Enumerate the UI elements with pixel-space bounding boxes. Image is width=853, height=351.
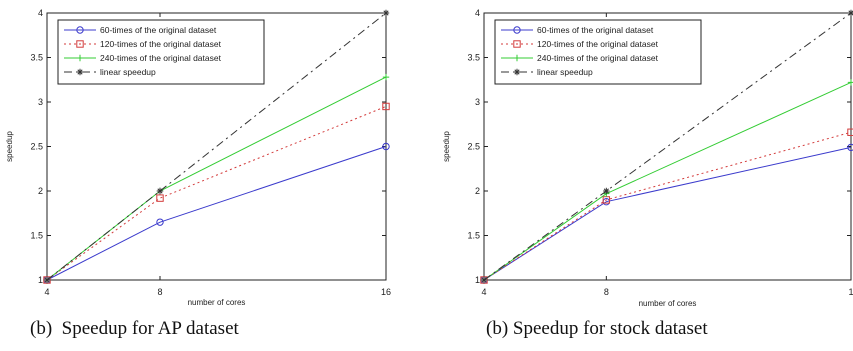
- legend-label: 120-times of the original dataset: [100, 39, 222, 49]
- caption-ap: (b) Speedup for AP dataset: [30, 318, 239, 339]
- legend-marker: [513, 40, 521, 48]
- legend-marker: [76, 68, 84, 76]
- legend-marker: [513, 68, 521, 76]
- y-tick-label: 3: [475, 97, 480, 107]
- x-axis-label: number of cores: [639, 299, 697, 308]
- legend-label: 240-times of the original dataset: [537, 53, 659, 63]
- legend-marker: [513, 26, 521, 34]
- legend-label: linear speedup: [100, 67, 156, 77]
- x-tick-label: 8: [604, 287, 609, 297]
- chart-stock-speedup: 1 1.5 2 2.5 3 3.5 4 4 8 1 number of cores speedup 60…: [442, 8, 853, 308]
- y-tick-label: 3.5: [30, 53, 43, 63]
- data-point: [43, 276, 51, 284]
- legend-marker: [76, 54, 84, 62]
- chart-panel-ap: 1 1.5 2 2.5 3 3.5 4 4 8 16 number of cores speedup 6…: [0, 0, 420, 351]
- y-tick-label: 1.5: [467, 231, 480, 241]
- x-axis-label: number of cores: [188, 298, 246, 307]
- caption-stock: (b) Speedup for stock dataset: [486, 318, 708, 339]
- data-point: [847, 9, 853, 17]
- data-point: [156, 194, 164, 202]
- y-tick-label: 1: [475, 275, 480, 285]
- x-tick-label: 8: [157, 287, 162, 297]
- series-3: [480, 9, 853, 284]
- x-tick-label: 1: [848, 287, 853, 297]
- series-line: [483, 146, 852, 281]
- y-tick-label: 1: [38, 275, 43, 285]
- legend-label: 120-times of the original dataset: [537, 39, 659, 49]
- data-point: [847, 143, 853, 152]
- data-point: [382, 142, 390, 151]
- data-point: [847, 128, 853, 136]
- data-point: [603, 187, 610, 195]
- data-point: [156, 218, 164, 226]
- y-tick-label: 2: [38, 186, 43, 196]
- y-tick-label: 2.5: [30, 142, 43, 152]
- data-point: [382, 73, 390, 81]
- legend: 60-times of the original dataset 120-time…: [494, 19, 702, 85]
- chart-ap-speedup: 1 1.5 2 2.5 3 3.5 4 4 8 16 number of cores speedup 6…: [5, 8, 391, 307]
- legend-label: 60-times of the original dataset: [537, 25, 654, 35]
- legend-marker: [513, 54, 521, 62]
- legend-box: [494, 19, 702, 85]
- series-3: [43, 9, 390, 284]
- y-tick-label: 4: [475, 8, 480, 18]
- legend-label: 60-times of the original dataset: [100, 25, 217, 35]
- chart-panel-stock: 1 1.5 2 2.5 3 3.5 4 4 8 1 number of cores speedup 60…: [433, 0, 853, 351]
- y-tick-label: 2.5: [467, 142, 480, 152]
- y-tick-label: 3: [38, 97, 43, 107]
- legend: 60-times of the original dataset 120-time…: [57, 19, 265, 85]
- data-point: [847, 79, 853, 86]
- y-tick-label: 3.5: [467, 53, 480, 63]
- series-line: [483, 131, 852, 281]
- data-point: [156, 187, 164, 195]
- series-line: [46, 146, 387, 281]
- legend-marker: [76, 26, 84, 34]
- data-point: [382, 9, 390, 17]
- y-tick-label: 4: [38, 8, 43, 18]
- data-point: [382, 102, 390, 111]
- x-tick-label: 16: [381, 287, 391, 297]
- y-axis-label: speedup: [442, 131, 451, 162]
- x-tick-label: 4: [481, 287, 486, 297]
- y-tick-label: 2: [475, 186, 480, 196]
- legend-marker: [76, 40, 84, 48]
- legend-label: linear speedup: [537, 67, 593, 77]
- data-point: [480, 276, 488, 284]
- y-axis-label: speedup: [5, 131, 14, 162]
- legend-label: 240-times of the original dataset: [100, 53, 222, 63]
- y-tick-label: 1.5: [30, 231, 43, 241]
- x-tick-label: 4: [44, 287, 49, 297]
- series-line: [46, 105, 387, 281]
- legend-box: [57, 19, 265, 85]
